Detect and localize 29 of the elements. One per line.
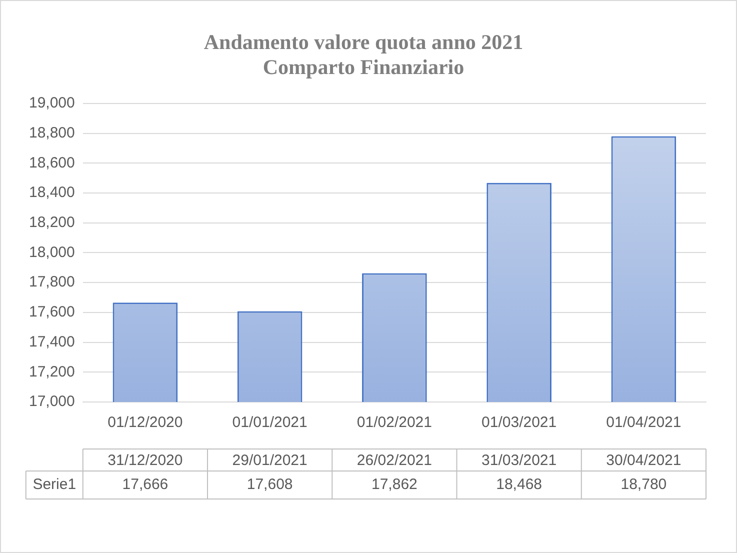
y-tick-label: 19,000 <box>28 94 75 112</box>
x-tick-label: 01/04/2021 <box>606 414 682 432</box>
data-label: 17,862 <box>371 476 418 494</box>
x-tick-label: 01/03/2021 <box>482 414 557 432</box>
y-tick-label: 17,400 <box>28 333 75 350</box>
y-tick-label: 18,800 <box>28 124 75 142</box>
data-label: 18,780 <box>620 476 667 494</box>
data-label: 17,608 <box>246 476 293 494</box>
text: 29/01/2021 <box>232 452 308 470</box>
y-tick-label: 18,600 <box>28 154 75 172</box>
text: 31/03/2021 <box>482 452 557 470</box>
y-tick-label: 17,200 <box>28 363 75 380</box>
y-tick-label: 17,600 <box>28 304 75 321</box>
y-tick-label: 17,000 <box>28 393 75 410</box>
x-tick-label: 01/02/2021 <box>356 414 432 432</box>
y-tick-label: 18,400 <box>28 184 75 202</box>
y-tick-label: 18,000 <box>28 244 75 261</box>
data-label: 17,666 <box>122 476 168 494</box>
chart-subtitle: Comparto Finanziario <box>262 55 464 80</box>
text: 31/12/2020 <box>108 452 183 470</box>
data-label: 18,468 <box>496 476 542 494</box>
x-tick-label: 01/01/2021 <box>232 414 308 432</box>
y-tick-label: 18,200 <box>28 214 75 231</box>
y-tick-label: 17,800 <box>28 274 75 291</box>
chart-title: Andamento valore quota anno 2021 <box>204 30 524 54</box>
x-tick-label: 01/12/2020 <box>108 414 183 432</box>
text: 30/04/2021 <box>606 452 682 470</box>
text: 26/02/2021 <box>356 452 432 470</box>
text: Serie1 <box>32 476 76 494</box>
